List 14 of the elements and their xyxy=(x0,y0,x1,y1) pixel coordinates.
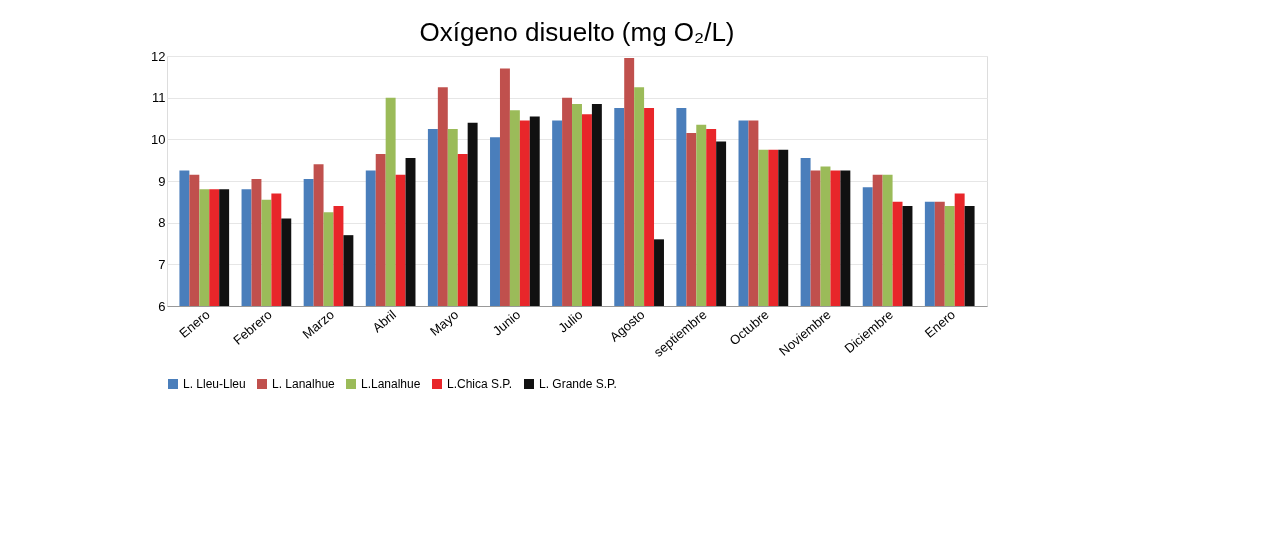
legend-label: L. Grande S.P. xyxy=(539,377,617,391)
chart-title: Oxígeno disuelto (mg O₂/L) xyxy=(419,17,735,47)
y-tick-label: 7 xyxy=(158,256,166,272)
y-tick-label: 11 xyxy=(152,90,166,106)
y-tick-label: 6 xyxy=(158,298,166,314)
legend-label: L.Chica S.P. xyxy=(447,377,513,391)
legend-label: L.Lanalhue xyxy=(361,377,421,391)
legend-label: L. Lleu-Lleu xyxy=(183,377,246,391)
x-tick-label: Julio xyxy=(555,306,586,336)
y-tick-label: 9 xyxy=(158,173,166,189)
legend-label: L. Lanalhue xyxy=(272,377,336,391)
y-tick-label: 10 xyxy=(151,131,166,147)
y-tick-label: 8 xyxy=(158,215,166,231)
y-tick-label: 12 xyxy=(151,48,166,64)
